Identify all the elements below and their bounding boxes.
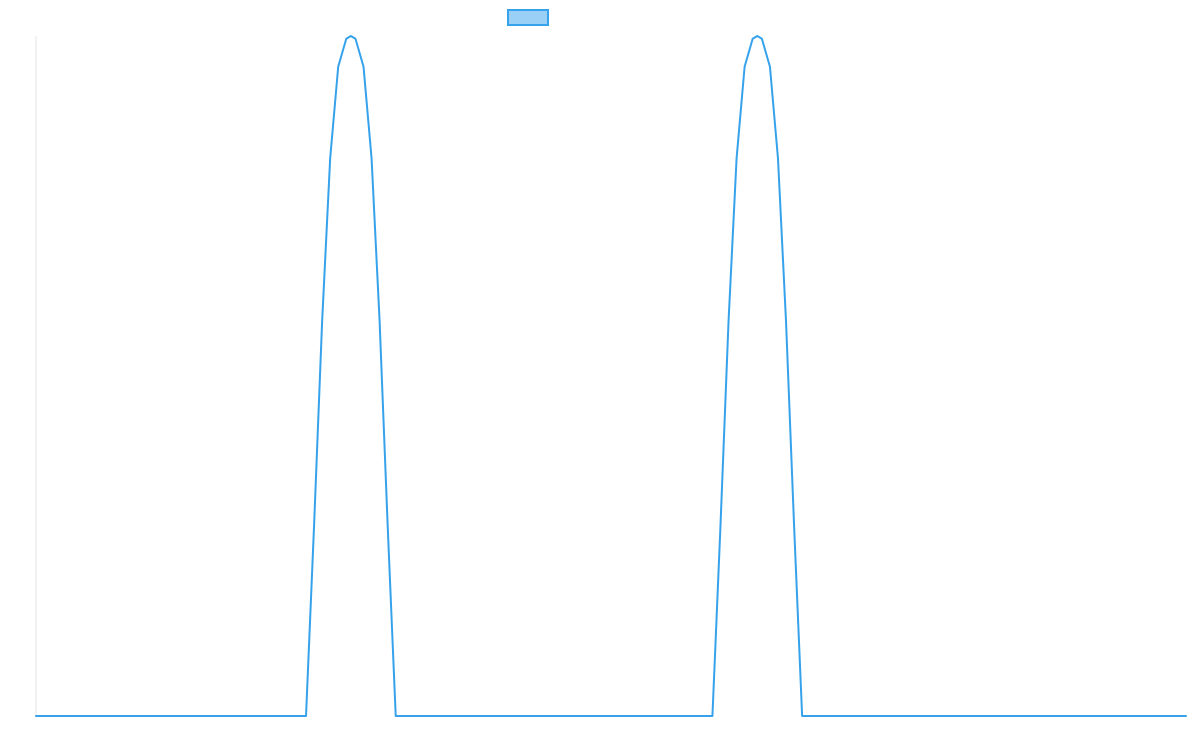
legend[interactable]	[507, 9, 549, 26]
series-line-0	[35, 35, 1187, 717]
legend-swatch[interactable]	[507, 9, 549, 26]
plot-area	[35, 35, 1187, 717]
